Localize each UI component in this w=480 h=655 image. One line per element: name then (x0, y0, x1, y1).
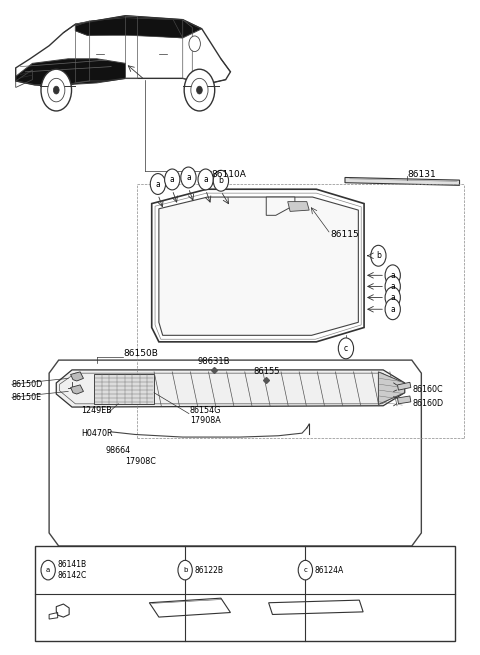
Text: 98631B: 98631B (197, 357, 230, 366)
Circle shape (198, 169, 213, 190)
Circle shape (189, 36, 200, 52)
Text: a: a (170, 175, 175, 184)
Text: 86131: 86131 (407, 170, 436, 179)
Circle shape (197, 86, 202, 94)
Circle shape (371, 246, 386, 266)
Text: 86150E: 86150E (12, 393, 42, 402)
Circle shape (184, 69, 215, 111)
Text: b: b (218, 176, 223, 185)
Text: c: c (303, 567, 307, 573)
Circle shape (48, 79, 65, 102)
Circle shape (385, 265, 400, 286)
Text: a: a (46, 567, 50, 573)
Circle shape (41, 560, 55, 580)
Text: 86155: 86155 (253, 367, 279, 376)
Polygon shape (397, 383, 411, 390)
Text: 86154G: 86154G (190, 406, 221, 415)
Text: 86115: 86115 (331, 230, 360, 238)
Polygon shape (75, 16, 202, 38)
Circle shape (385, 287, 400, 308)
Text: a: a (203, 175, 208, 184)
Circle shape (191, 79, 208, 102)
Circle shape (181, 167, 196, 188)
Text: 86160C: 86160C (413, 385, 444, 394)
Polygon shape (397, 396, 411, 404)
Text: 17908A: 17908A (190, 416, 221, 424)
Polygon shape (288, 202, 309, 212)
Circle shape (165, 169, 180, 190)
Polygon shape (16, 59, 125, 85)
Text: 1249EB: 1249EB (82, 407, 112, 415)
Text: 86110A: 86110A (211, 170, 246, 179)
Text: a: a (390, 271, 395, 280)
Text: 86122B: 86122B (195, 566, 224, 574)
Text: 86142C: 86142C (58, 571, 87, 580)
Polygon shape (56, 370, 405, 407)
Circle shape (41, 69, 72, 111)
Text: a: a (390, 282, 395, 291)
Text: a: a (390, 305, 395, 314)
Circle shape (150, 174, 166, 195)
Circle shape (213, 170, 228, 191)
Circle shape (385, 276, 400, 297)
Text: a: a (156, 179, 160, 189)
Polygon shape (378, 372, 405, 404)
Text: a: a (390, 293, 395, 302)
Circle shape (298, 560, 312, 580)
Text: 86124A: 86124A (315, 566, 344, 574)
Circle shape (178, 560, 192, 580)
Text: 86150B: 86150B (123, 349, 158, 358)
Polygon shape (266, 197, 295, 215)
Text: b: b (183, 567, 187, 573)
Polygon shape (345, 178, 459, 185)
Text: 86141B: 86141B (58, 561, 87, 569)
Circle shape (385, 299, 400, 320)
Circle shape (53, 86, 59, 94)
Text: 86160D: 86160D (413, 400, 444, 408)
Text: b: b (376, 252, 381, 260)
Text: 98664: 98664 (106, 445, 131, 455)
Polygon shape (71, 385, 84, 394)
Text: 86150D: 86150D (12, 380, 43, 389)
Circle shape (338, 338, 354, 359)
Polygon shape (159, 197, 359, 335)
Text: c: c (344, 344, 348, 353)
Text: 17908C: 17908C (125, 457, 156, 466)
Text: a: a (186, 173, 191, 182)
Polygon shape (75, 18, 183, 38)
Text: H0470R: H0470R (82, 428, 113, 438)
Polygon shape (71, 372, 84, 381)
Polygon shape (95, 375, 154, 404)
